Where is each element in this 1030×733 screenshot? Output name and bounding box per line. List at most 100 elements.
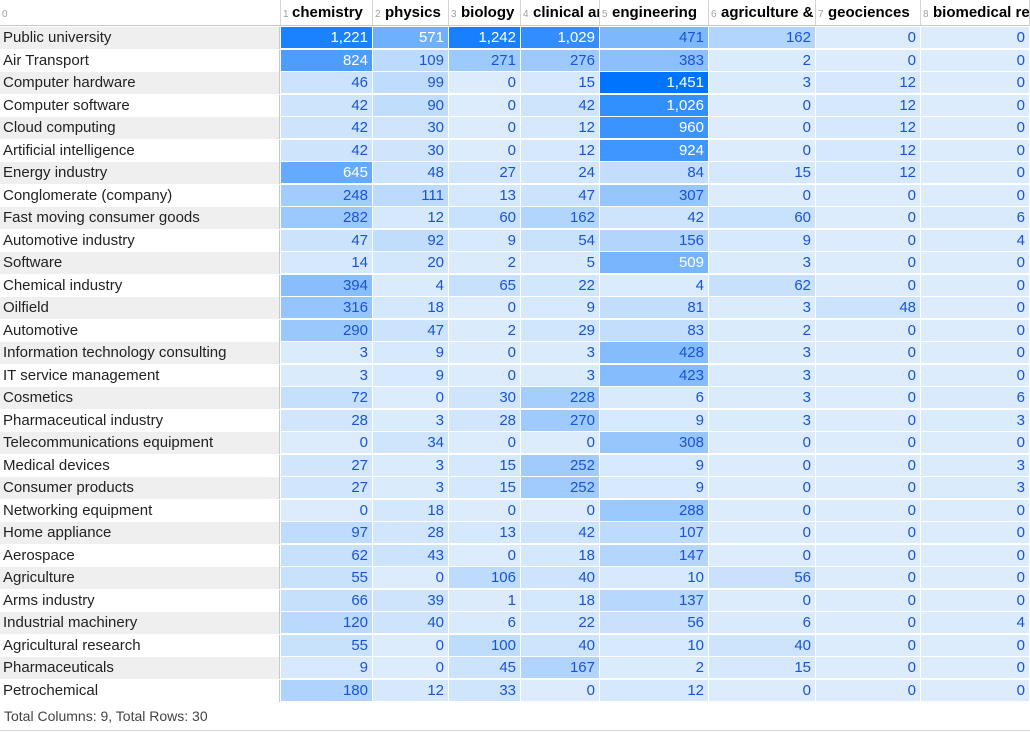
table-cell[interactable]: 2	[449, 320, 521, 342]
table-cell[interactable]: 111	[373, 185, 449, 207]
table-cell[interactable]: 3	[521, 342, 600, 364]
table-cell[interactable]: 40	[521, 635, 600, 657]
table-cell[interactable]: 0	[921, 680, 1030, 702]
table-cell[interactable]: 0	[709, 522, 816, 544]
table-cell[interactable]: 290	[281, 320, 373, 342]
table-cell[interactable]: 0	[816, 522, 921, 544]
table-cell[interactable]: 156	[600, 230, 709, 252]
table-cell[interactable]: 509	[600, 252, 709, 274]
table-cell[interactable]: 0	[373, 387, 449, 409]
table-cell[interactable]: 83	[600, 320, 709, 342]
table-cell[interactable]: 0	[921, 50, 1030, 72]
table-cell[interactable]: 960	[600, 117, 709, 139]
table-cell[interactable]: 0	[921, 342, 1030, 364]
table-cell[interactable]: 147	[600, 545, 709, 567]
table-cell[interactable]: 48	[373, 162, 449, 184]
table-cell[interactable]: 9	[709, 230, 816, 252]
table-cell[interactable]: 0	[521, 500, 600, 522]
row-label[interactable]: Computer hardware	[0, 72, 280, 94]
row-label[interactable]: Chemical industry	[0, 275, 280, 297]
table-cell[interactable]: 0	[816, 27, 921, 49]
table-cell[interactable]: 22	[521, 275, 600, 297]
table-cell[interactable]: 3	[709, 342, 816, 364]
table-cell[interactable]: 3	[373, 477, 449, 499]
table-cell[interactable]: 0	[921, 252, 1030, 274]
table-cell[interactable]: 3	[709, 72, 816, 94]
table-cell[interactable]: 0	[281, 500, 373, 522]
row-label[interactable]: Cosmetics	[0, 387, 280, 409]
table-cell[interactable]: 4	[600, 275, 709, 297]
row-label[interactable]: Fast moving consumer goods	[0, 207, 280, 229]
table-cell[interactable]: 56	[709, 567, 816, 589]
table-cell[interactable]: 28	[449, 410, 521, 432]
table-cell[interactable]: 100	[449, 635, 521, 657]
table-cell[interactable]: 106	[449, 567, 521, 589]
table-cell[interactable]: 12	[816, 72, 921, 94]
table-cell[interactable]: 47	[521, 185, 600, 207]
table-cell[interactable]: 276	[521, 50, 600, 72]
table-cell[interactable]: 29	[521, 320, 600, 342]
table-cell[interactable]: 0	[373, 567, 449, 589]
table-cell[interactable]: 12	[521, 117, 600, 139]
table-cell[interactable]: 0	[816, 545, 921, 567]
table-cell[interactable]: 9	[373, 342, 449, 364]
table-cell[interactable]: 1	[449, 590, 521, 612]
table-cell[interactable]: 84	[600, 162, 709, 184]
table-cell[interactable]: 13	[449, 522, 521, 544]
table-cell[interactable]: 0	[921, 500, 1030, 522]
table-cell[interactable]: 107	[600, 522, 709, 544]
table-cell[interactable]: 162	[709, 27, 816, 49]
column-header-1[interactable]: 1chemistry	[281, 0, 373, 26]
table-cell[interactable]: 66	[281, 590, 373, 612]
table-cell[interactable]: 72	[281, 387, 373, 409]
column-header-7[interactable]: 7geociences	[816, 0, 921, 26]
table-cell[interactable]: 9	[600, 410, 709, 432]
table-cell[interactable]: 167	[521, 657, 600, 679]
table-cell[interactable]: 0	[816, 275, 921, 297]
table-cell[interactable]: 4	[921, 612, 1030, 634]
row-label[interactable]: Agricultural research	[0, 635, 280, 657]
table-cell[interactable]: 0	[921, 72, 1030, 94]
table-cell[interactable]: 12	[816, 140, 921, 162]
table-cell[interactable]: 271	[449, 50, 521, 72]
row-label[interactable]: Industrial machinery	[0, 612, 280, 634]
table-cell[interactable]: 81	[600, 297, 709, 319]
table-cell[interactable]: 0	[816, 635, 921, 657]
table-cell[interactable]: 2	[449, 252, 521, 274]
table-cell[interactable]: 0	[816, 320, 921, 342]
column-header-6[interactable]: 6agriculture & food	[709, 0, 816, 26]
table-cell[interactable]: 162	[521, 207, 600, 229]
table-cell[interactable]: 6	[449, 612, 521, 634]
table-cell[interactable]: 0	[816, 252, 921, 274]
table-cell[interactable]: 0	[449, 500, 521, 522]
table-cell[interactable]: 46	[281, 72, 373, 94]
table-cell[interactable]: 62	[281, 545, 373, 567]
table-cell[interactable]: 13	[449, 185, 521, 207]
table-cell[interactable]: 0	[816, 387, 921, 409]
row-label[interactable]: Artificial intelligence	[0, 140, 280, 162]
table-cell[interactable]: 0	[449, 342, 521, 364]
table-cell[interactable]: 0	[921, 320, 1030, 342]
table-cell[interactable]: 0	[921, 567, 1030, 589]
table-cell[interactable]: 14	[281, 252, 373, 274]
table-cell[interactable]: 12	[816, 95, 921, 117]
table-cell[interactable]: 6	[921, 387, 1030, 409]
table-cell[interactable]: 12	[816, 117, 921, 139]
table-cell[interactable]: 0	[921, 117, 1030, 139]
table-cell[interactable]: 0	[816, 455, 921, 477]
row-label[interactable]: Computer software	[0, 95, 280, 117]
table-cell[interactable]: 30	[373, 117, 449, 139]
row-label[interactable]: Information technology consulting	[0, 342, 280, 364]
table-cell[interactable]: 0	[921, 185, 1030, 207]
table-cell[interactable]: 18	[521, 590, 600, 612]
table-cell[interactable]: 0	[816, 680, 921, 702]
row-label[interactable]: Automotive industry	[0, 230, 280, 252]
table-cell[interactable]: 20	[373, 252, 449, 274]
table-cell[interactable]: 3	[921, 477, 1030, 499]
table-cell[interactable]: 0	[709, 545, 816, 567]
table-cell[interactable]: 62	[709, 275, 816, 297]
table-cell[interactable]: 0	[521, 432, 600, 454]
table-cell[interactable]: 0	[816, 207, 921, 229]
table-cell[interactable]: 2	[709, 50, 816, 72]
table-cell[interactable]: 0	[521, 680, 600, 702]
